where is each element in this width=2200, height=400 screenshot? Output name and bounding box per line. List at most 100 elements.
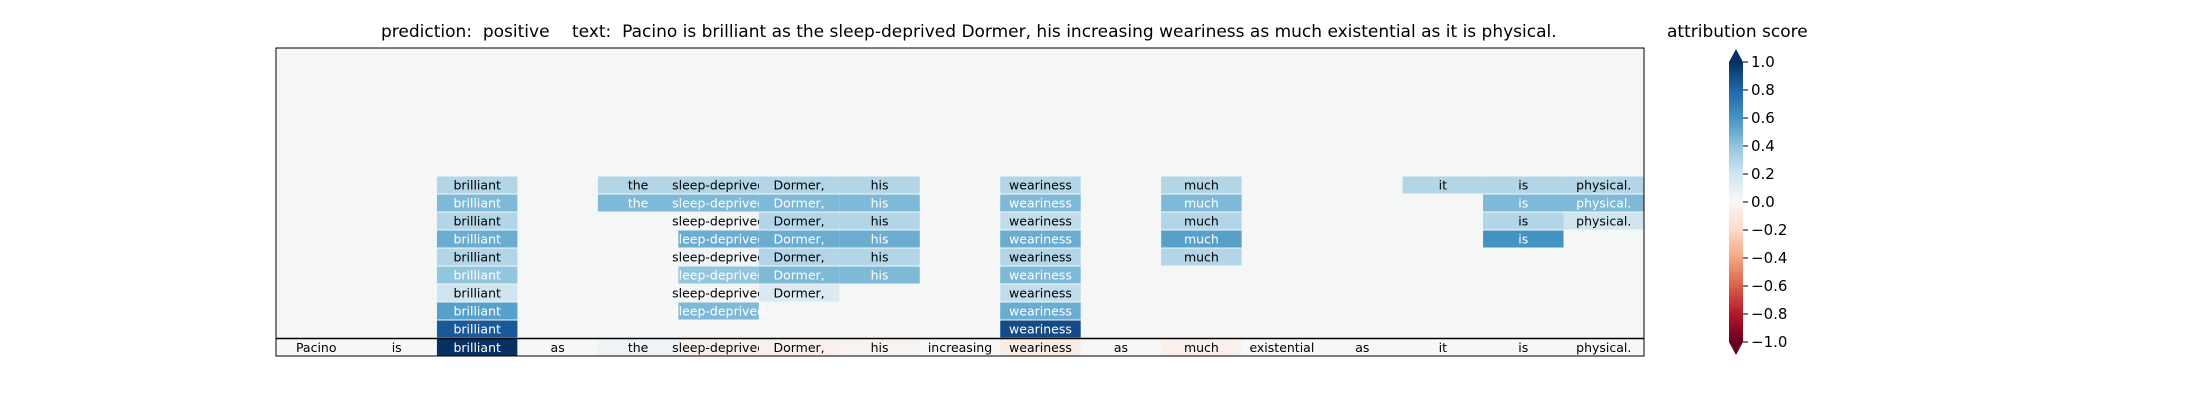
layer-cell	[436, 194, 518, 212]
colorbar-tick-label: −0.8	[1751, 305, 1787, 323]
layer-cell	[1000, 194, 1081, 212]
layer-cell	[1000, 302, 1081, 320]
layer-cell-label: his	[871, 178, 889, 193]
layer-cell-label: is	[1518, 178, 1528, 193]
token-label: the	[628, 340, 649, 355]
layer-cell-label: his	[871, 214, 889, 229]
token-label: Pacino	[296, 340, 337, 355]
layer-cell-label: is	[1518, 214, 1528, 229]
token-label: as	[1114, 340, 1128, 355]
token-label: it	[1439, 340, 1447, 355]
layer-cell-label: Dormer,	[773, 196, 824, 211]
layer-cell-label: weariness	[1009, 286, 1072, 301]
layer-cell	[436, 212, 518, 230]
token-label: as	[551, 340, 565, 355]
token-label: his	[871, 340, 889, 355]
layer-cell	[436, 302, 518, 320]
layer-cell-label: Dormer,	[773, 250, 824, 265]
colorbar-tick-label: 0.6	[1751, 109, 1775, 127]
token-cell	[356, 338, 437, 357]
layer-cell-label: brilliant	[453, 214, 501, 229]
layer-cell	[678, 302, 759, 320]
layer-cell-label: much	[1184, 196, 1219, 211]
colorbar-extend-bottom	[1729, 342, 1743, 355]
layer-cell	[678, 284, 759, 302]
layer-cell	[758, 212, 840, 230]
layer-cell-label: the	[628, 178, 649, 193]
layer-cell	[1000, 176, 1081, 194]
layer-cell-label: his	[871, 196, 889, 211]
token-label: as	[1355, 340, 1369, 355]
layer-cell	[1161, 176, 1242, 194]
plot-frame	[275, 47, 1645, 357]
layer-cell-label: brilliant	[453, 196, 501, 211]
layer-cell-label: Dormer,	[773, 232, 824, 247]
layer-cell-label: sleep-deprived	[672, 286, 765, 301]
layer-cell	[678, 266, 759, 284]
token-cell	[1563, 338, 1644, 357]
layer-cell-label: physical.	[1576, 196, 1631, 211]
layer-cell-label: weariness	[1009, 304, 1072, 319]
layer-cell	[1483, 176, 1564, 194]
layer-cell	[758, 176, 840, 194]
layer-cell	[436, 266, 518, 284]
layer-cell-label: much	[1184, 232, 1219, 247]
token-label: increasing	[928, 340, 992, 355]
layer-cell	[758, 248, 840, 266]
layer-cell-label: weariness	[1009, 232, 1072, 247]
token-label: is	[1518, 340, 1528, 355]
layer-cell-label: is	[1518, 232, 1528, 247]
token-cell	[678, 338, 759, 357]
token-cell	[1161, 338, 1242, 357]
layer-cell	[839, 248, 920, 266]
token-label: is	[392, 340, 402, 355]
colorbar-tick-label: 1.0	[1751, 53, 1775, 71]
token-cell	[1241, 338, 1323, 357]
colorbar-tick-label: 0.2	[1751, 165, 1775, 183]
layer-cell-label: weariness	[1009, 178, 1072, 193]
layer-cell	[597, 176, 679, 194]
layer-cell	[1161, 212, 1242, 230]
layer-cell	[1483, 212, 1564, 230]
layer-cell	[839, 194, 920, 212]
colorbar-tick-label: −0.4	[1751, 249, 1787, 267]
layer-cell	[1161, 230, 1242, 248]
layer-cell-label: weariness	[1009, 214, 1072, 229]
token-cell	[1483, 338, 1564, 357]
layer-cell	[1000, 284, 1081, 302]
layer-cell-label: brilliant	[453, 250, 501, 265]
layer-cell	[758, 284, 840, 302]
token-cell	[436, 338, 518, 357]
layer-cell	[436, 230, 518, 248]
token-cell	[919, 338, 1001, 357]
colorbar: 1.0 0.8 0.6 0.4 0.2 0.0 −0.2 −0.4 −0.6 −0.8 −1.0	[1729, 49, 1787, 355]
layer-cell-label: it	[1439, 178, 1447, 193]
colorbar-tick-label: 0.8	[1751, 81, 1775, 99]
layer-cell-label: sleep-deprived	[672, 268, 765, 283]
layer-cell-label: physical.	[1576, 214, 1631, 229]
colorbar-title: attribution score	[1667, 22, 1808, 42]
layer-cell-label: brilliant	[453, 286, 501, 301]
layer-cell	[758, 194, 840, 212]
layer-cell	[678, 212, 759, 230]
token-label: much	[1184, 340, 1219, 355]
layer-cell	[1402, 176, 1484, 194]
token-cell	[597, 338, 679, 357]
layer-cell-label: much	[1184, 214, 1219, 229]
layer-cell-label: sleep-deprived	[672, 304, 765, 319]
layer-cell-label: brilliant	[453, 304, 501, 319]
layer-cell	[839, 176, 920, 194]
layer-cell	[678, 230, 759, 248]
token-label: existential	[1249, 340, 1314, 355]
layer-cell	[678, 248, 759, 266]
text-title: text: Pacino is brilliant as the sleep-d…	[572, 22, 1557, 42]
colorbar-tick-label: 0.4	[1751, 137, 1775, 155]
layer-cell-label: much	[1184, 250, 1219, 265]
layer-cell	[1161, 194, 1242, 212]
layer-cell	[436, 248, 518, 266]
layer-cell	[839, 212, 920, 230]
text-value: Pacino is brilliant as the sleep-deprive…	[622, 22, 1557, 42]
layer-cell-label: his	[871, 232, 889, 247]
text-label: text:	[572, 22, 612, 42]
